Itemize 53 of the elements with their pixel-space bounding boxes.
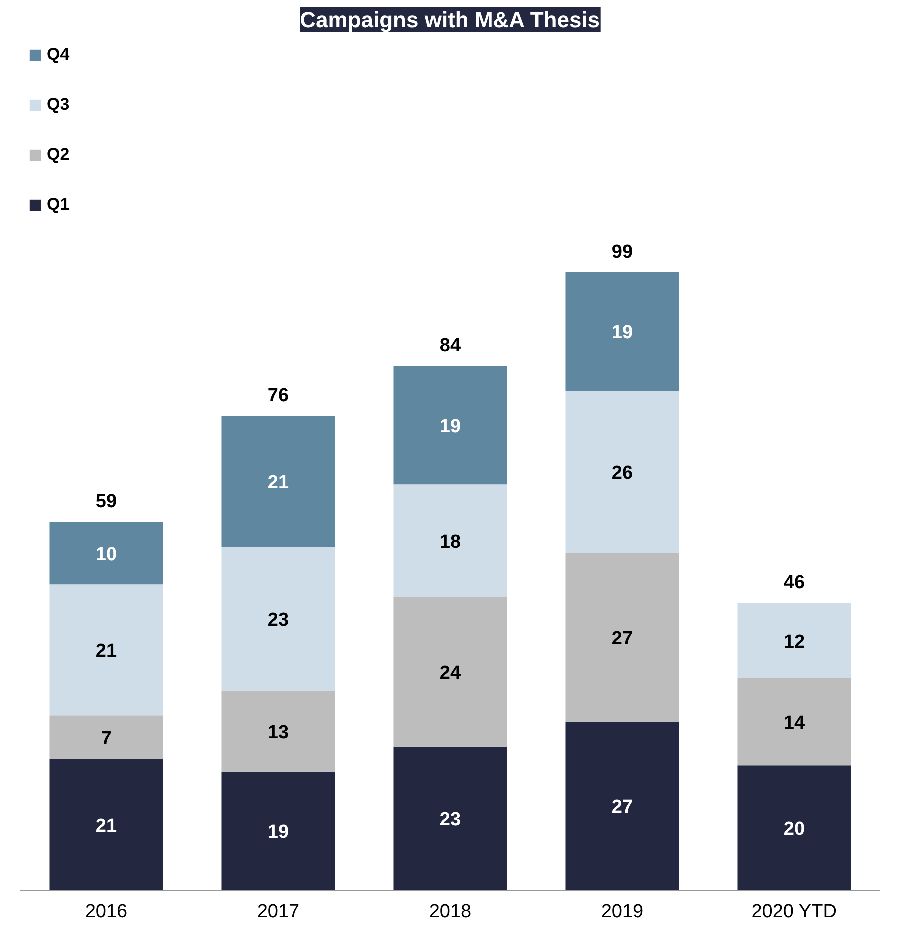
data-label: 14 bbox=[784, 712, 806, 734]
bar bbox=[222, 772, 336, 890]
x-tick-label: 2017 bbox=[257, 902, 300, 922]
bar bbox=[394, 746, 508, 890]
bar bbox=[50, 522, 164, 585]
data-label: 18 bbox=[440, 532, 462, 553]
total-label: 99 bbox=[612, 242, 634, 263]
data-label: 21 bbox=[96, 816, 118, 837]
x-tick-label: 2018 bbox=[429, 902, 472, 922]
data-label: 27 bbox=[612, 628, 634, 650]
x-tick-label: 2016 bbox=[85, 902, 128, 922]
data-label: 21 bbox=[268, 472, 290, 494]
data-label: 19 bbox=[440, 416, 462, 438]
data-label: 20 bbox=[784, 819, 806, 840]
data-label: 23 bbox=[268, 610, 290, 631]
bar bbox=[222, 416, 336, 548]
bar bbox=[738, 603, 852, 678]
bar bbox=[222, 690, 336, 772]
total-label: 46 bbox=[784, 572, 806, 594]
total-label: 84 bbox=[440, 335, 462, 356]
data-label: 7 bbox=[101, 728, 112, 750]
bar bbox=[566, 272, 680, 392]
bar bbox=[566, 722, 680, 890]
data-label: 26 bbox=[612, 463, 634, 484]
data-label: 27 bbox=[612, 797, 634, 818]
data-label: 19 bbox=[612, 322, 634, 344]
legend-label: Q3 bbox=[47, 95, 70, 115]
legend-label: Q4 bbox=[47, 45, 70, 65]
total-label: 76 bbox=[268, 385, 290, 406]
x-tick-label: 2019 bbox=[601, 902, 644, 922]
total-label: 59 bbox=[96, 491, 118, 512]
legend-label: Q1 bbox=[47, 195, 70, 215]
x-tick-label: 2020 YTD bbox=[752, 902, 837, 922]
bar bbox=[394, 366, 508, 485]
bar bbox=[50, 716, 164, 760]
data-label: 21 bbox=[96, 641, 118, 662]
bar bbox=[222, 547, 336, 691]
legend-label: Q2 bbox=[47, 145, 70, 165]
chart-title: Campaigns with M&A Thesis bbox=[300, 8, 600, 32]
data-label: 24 bbox=[440, 662, 462, 684]
bar bbox=[738, 766, 852, 890]
data-label: 19 bbox=[268, 822, 290, 844]
bar bbox=[738, 678, 852, 766]
bar bbox=[394, 597, 508, 747]
data-label: 12 bbox=[784, 632, 806, 653]
bar bbox=[50, 584, 164, 716]
bar bbox=[566, 391, 680, 554]
bar bbox=[566, 553, 680, 722]
data-label: 13 bbox=[268, 722, 290, 744]
data-label: 10 bbox=[96, 544, 118, 566]
bar bbox=[50, 759, 164, 890]
bar bbox=[394, 484, 508, 598]
data-label: 23 bbox=[440, 810, 462, 831]
